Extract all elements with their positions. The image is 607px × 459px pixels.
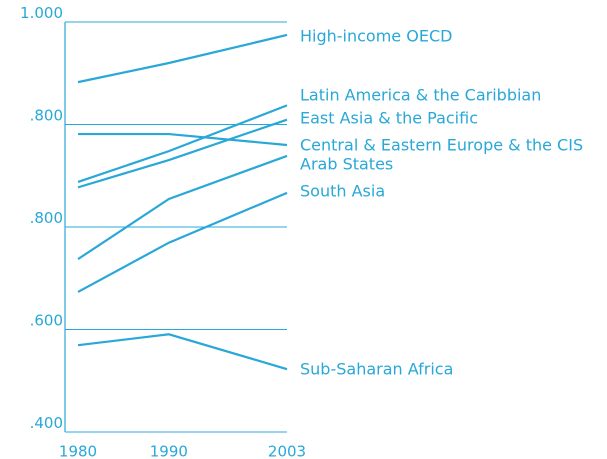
series-label: Sub-Saharan Africa bbox=[300, 360, 453, 379]
series-label: East Asia & the Pacific bbox=[300, 109, 478, 128]
series-line bbox=[77, 104, 288, 183]
series-line bbox=[77, 154, 288, 261]
series-line bbox=[77, 118, 288, 189]
series-label: Arab States bbox=[300, 155, 393, 174]
series-line bbox=[77, 33, 288, 84]
y-tick-label: .600 bbox=[30, 312, 63, 330]
y-tick-label: .800 bbox=[30, 209, 63, 227]
series-label: High-income OECD bbox=[300, 27, 452, 46]
x-tick-label: 1990 bbox=[150, 443, 188, 459]
series-label: South Asia bbox=[300, 182, 385, 201]
y-tick-label: 1.000 bbox=[20, 4, 63, 22]
series-line bbox=[77, 333, 288, 371]
series-line bbox=[78, 132, 288, 147]
series-label: Latin America & the Caribbian bbox=[300, 86, 541, 105]
series-label: Central & Eastern Europe & the CIS bbox=[300, 136, 583, 155]
y-tick-label: .400 bbox=[30, 414, 63, 432]
x-tick-label: 2003 bbox=[268, 443, 306, 459]
series-line bbox=[77, 191, 288, 293]
y-tick-label: .800 bbox=[30, 107, 63, 125]
x-tick-label: 1980 bbox=[59, 443, 97, 459]
